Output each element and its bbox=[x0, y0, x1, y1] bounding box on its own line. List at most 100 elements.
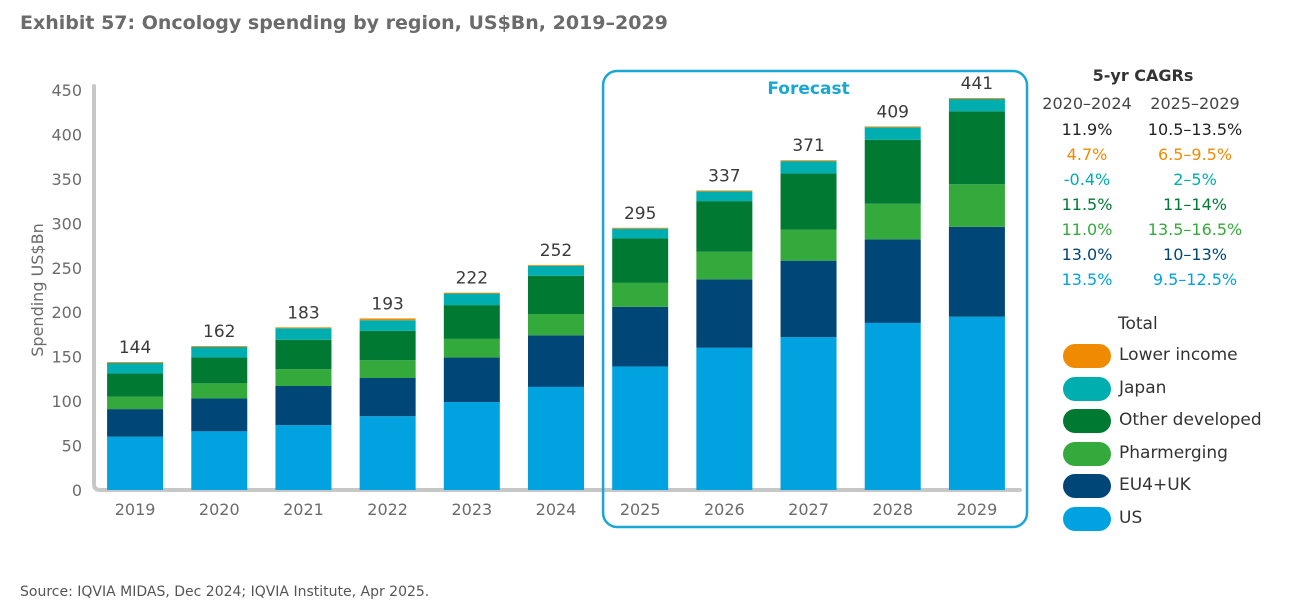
bar-segment-us-2028 bbox=[864, 322, 921, 490]
cagr-value-2020-2024: 4.7% bbox=[1066, 145, 1108, 164]
x-tick-label-2027: 2027 bbox=[788, 500, 829, 519]
y-tick-label: 150 bbox=[51, 348, 82, 367]
total-label-2027: 371 bbox=[792, 136, 824, 156]
legend-swatch bbox=[1063, 506, 1111, 531]
bar-segment-japan-2023 bbox=[443, 293, 500, 306]
forecast-box bbox=[601, 69, 1029, 529]
bar-segment-eu4-uk-2028 bbox=[864, 239, 921, 323]
x-tick-label-2019: 2019 bbox=[115, 500, 156, 519]
bar-segment-other-developed-2024 bbox=[528, 275, 584, 314]
bar-segment-other-developed-2028 bbox=[864, 139, 921, 204]
x-tick-label-2029: 2029 bbox=[957, 500, 998, 519]
cagr-value-2020-2024: -0.4% bbox=[1063, 170, 1111, 189]
x-tick-label-2022: 2022 bbox=[367, 500, 408, 519]
bar-segment-other-developed-2023 bbox=[443, 305, 500, 339]
total-label-2023: 222 bbox=[456, 269, 488, 289]
bar-segment-lower-income-2024 bbox=[528, 265, 584, 266]
bar-segment-pharmerging-2027 bbox=[780, 229, 837, 261]
cagr-title: 5-yr CAGRs bbox=[1092, 66, 1194, 85]
bar-segment-eu4-uk-2020 bbox=[191, 398, 248, 432]
y-tick-label: 250 bbox=[51, 259, 82, 278]
total-label-2019: 144 bbox=[119, 338, 151, 358]
stacked-bar-chart: 0 50 100 150 200 250 300 350 400 450 Spending US$B… bbox=[28, 69, 1029, 529]
cagr-value-2020-2024: 13.0% bbox=[1061, 245, 1113, 264]
bar-segment-lower-income-2020 bbox=[191, 346, 248, 347]
bar-segment-japan-2027 bbox=[780, 161, 837, 174]
y-tick-label: 100 bbox=[51, 392, 82, 411]
bar-segment-japan-2028 bbox=[864, 127, 921, 140]
legend-label: Pharmerging bbox=[1119, 442, 1228, 463]
bar-segment-lower-income-2022 bbox=[359, 318, 416, 321]
bar-segment-other-developed-2026 bbox=[696, 201, 753, 252]
bar-segment-us-2022 bbox=[359, 416, 416, 490]
total-label-2025: 295 bbox=[624, 204, 656, 224]
legend-swatch bbox=[1063, 474, 1111, 498]
cagr-value-2025-2029: 10–13% bbox=[1163, 245, 1227, 264]
bar-segment-us-2019 bbox=[107, 436, 164, 490]
total-label-2022: 193 bbox=[371, 294, 403, 314]
chart-title: Exhibit 57: Oncology spending by region,… bbox=[20, 12, 668, 34]
bar-segment-lower-income-2026 bbox=[696, 190, 753, 192]
bar-segment-eu4-uk-2029 bbox=[948, 226, 1005, 317]
cagr-value-2020-2024: 13.5% bbox=[1061, 270, 1113, 289]
bar-segment-pharmerging-2026 bbox=[696, 251, 753, 280]
bar-segment-other-developed-2020 bbox=[191, 357, 248, 384]
bar-segment-japan-2022 bbox=[359, 320, 416, 331]
total-label-2020: 162 bbox=[203, 322, 235, 342]
bar-segment-lower-income-2019 bbox=[107, 362, 164, 363]
legend-swatch bbox=[1063, 344, 1111, 368]
y-tick-label: 450 bbox=[51, 81, 82, 100]
legend-label: Lower income bbox=[1119, 345, 1238, 365]
bar-segment-other-developed-2027 bbox=[780, 173, 837, 230]
x-tick-label-2025: 2025 bbox=[620, 500, 661, 519]
total-label-2026: 337 bbox=[708, 166, 740, 186]
bar-segment-pharmerging-2024 bbox=[528, 314, 584, 336]
bar-segment-eu4-uk-2025 bbox=[612, 306, 669, 367]
bar-segment-us-2025 bbox=[612, 366, 669, 490]
bar-segment-pharmerging-2021 bbox=[275, 369, 332, 386]
bar-segment-other-developed-2029 bbox=[948, 111, 1005, 185]
y-tick-label: 350 bbox=[51, 170, 82, 189]
cagr-value-2020-2024: 11.9% bbox=[1061, 120, 1113, 139]
total-label-2021: 183 bbox=[287, 303, 319, 323]
cagr-value-2020-2024: 11.0% bbox=[1061, 220, 1113, 239]
legend-label: EU4+UK bbox=[1119, 475, 1191, 495]
axis-line bbox=[92, 84, 1022, 492]
x-tick-label-2026: 2026 bbox=[704, 500, 745, 519]
forecast-label: Forecast bbox=[767, 79, 849, 99]
legend-swatch bbox=[1063, 441, 1111, 466]
bar-segment-other-developed-2022 bbox=[359, 330, 416, 361]
y-tick-label: 400 bbox=[51, 125, 82, 144]
bar-segment-pharmerging-2029 bbox=[948, 184, 1005, 227]
bar-segment-eu4-uk-2027 bbox=[780, 260, 837, 338]
bar-segment-other-developed-2021 bbox=[275, 339, 332, 370]
bar-segment-lower-income-2023 bbox=[443, 292, 500, 294]
legend-label: Other developed bbox=[1119, 410, 1262, 430]
bar-segment-eu4-uk-2023 bbox=[443, 357, 500, 402]
legend-title: Total bbox=[1118, 314, 1158, 334]
bar-segment-lower-income-2021 bbox=[275, 327, 332, 329]
bar-segment-pharmerging-2023 bbox=[443, 338, 500, 358]
cagr-value-2025-2029: 11–14% bbox=[1163, 195, 1227, 214]
bar-segment-lower-income-2029 bbox=[948, 98, 1005, 99]
cagr-value-2025-2029: 10.5–13.5% bbox=[1147, 120, 1243, 139]
y-axis-title: Spending US$Bn bbox=[28, 223, 47, 356]
cagr-header-2020-2024: 2020–2024 bbox=[1042, 94, 1132, 113]
bar-segment-us-2024 bbox=[528, 386, 584, 490]
bar-segment-other-developed-2025 bbox=[612, 238, 669, 283]
bar-segment-pharmerging-2022 bbox=[359, 360, 416, 378]
legend-label: US bbox=[1119, 507, 1143, 528]
total-label-2029: 441 bbox=[961, 74, 993, 94]
legend-swatch bbox=[1063, 376, 1111, 401]
bar-segment-pharmerging-2019 bbox=[107, 396, 164, 410]
bar-segment-eu4-uk-2026 bbox=[696, 279, 753, 348]
x-tick-label-2024: 2024 bbox=[536, 500, 577, 519]
bar-segment-lower-income-2025 bbox=[612, 227, 669, 229]
source-note: Source: IQVIA MIDAS, Dec 2024; IQVIA Ins… bbox=[20, 584, 430, 600]
bar-segment-us-2026 bbox=[696, 347, 753, 490]
y-tick-label: 0 bbox=[72, 481, 82, 500]
bar-segment-pharmerging-2028 bbox=[864, 203, 921, 240]
bar-segment-us-2020 bbox=[191, 431, 248, 490]
cagr-value-2025-2029: 2–5% bbox=[1173, 170, 1217, 189]
bar-segment-lower-income-2028 bbox=[864, 126, 921, 128]
